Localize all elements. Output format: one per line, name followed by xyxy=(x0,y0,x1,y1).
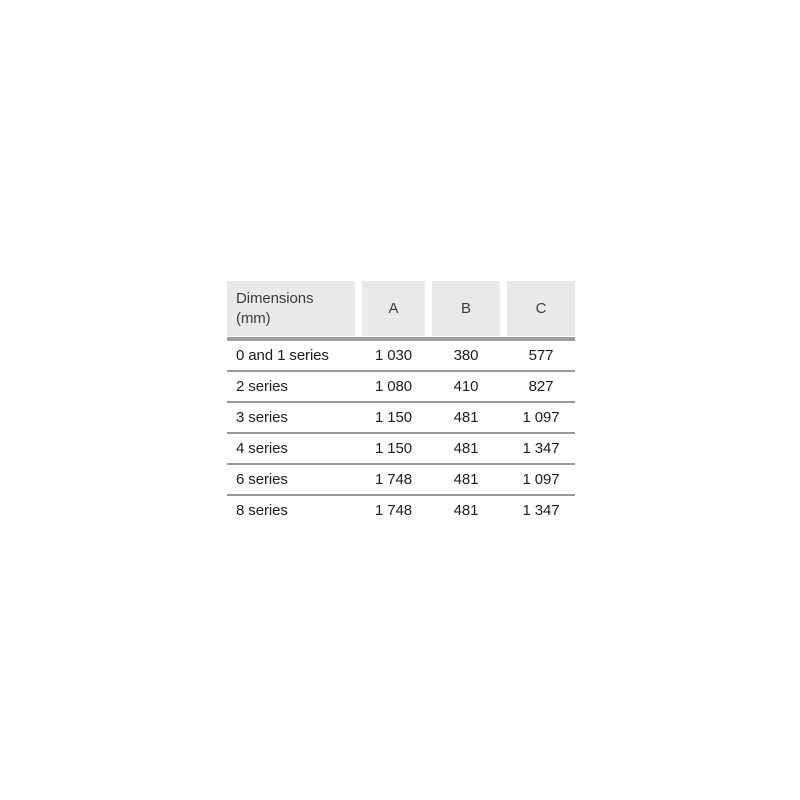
value-a: 1 748 xyxy=(374,502,413,519)
value-b: 410 xyxy=(453,378,479,395)
value-c: 1 347 xyxy=(522,440,560,457)
value-b: 481 xyxy=(453,471,479,488)
table-row: 6 series 1 748 481 1 097 xyxy=(227,465,575,496)
value-c: 1 097 xyxy=(522,409,560,426)
value-b: 481 xyxy=(453,409,479,426)
dimensions-table: Dimensions (mm) A B C 0 and 1 series 1 0… xyxy=(227,281,575,525)
table-row: 3 series 1 150 481 1 097 xyxy=(227,403,575,434)
value-c: 1 347 xyxy=(522,502,560,519)
value-b: 380 xyxy=(453,347,479,364)
table-row: 8 series 1 748 481 1 347 xyxy=(227,496,575,525)
row-label: 6 series xyxy=(236,471,288,488)
value-b: 481 xyxy=(453,440,479,457)
table-row: 4 series 1 150 481 1 347 xyxy=(227,434,575,465)
header-column-b: B xyxy=(432,281,500,336)
value-a: 1 030 xyxy=(374,347,413,364)
header-dimensions-label: Dimensions (mm) xyxy=(227,281,355,336)
value-a: 1 748 xyxy=(374,471,413,488)
header-divider xyxy=(227,337,575,341)
row-label: 2 series xyxy=(236,378,288,395)
row-label: 0 and 1 series xyxy=(236,347,329,364)
value-a: 1 080 xyxy=(374,378,413,395)
value-c: 827 xyxy=(528,378,554,395)
value-c: 577 xyxy=(528,347,554,364)
table-row: 0 and 1 series 1 030 380 577 xyxy=(227,341,575,372)
value-c: 1 097 xyxy=(522,471,560,488)
value-b: 481 xyxy=(453,502,479,519)
row-label: 4 series xyxy=(236,440,288,457)
value-a: 1 150 xyxy=(374,440,413,457)
table-row: 2 series 1 080 410 827 xyxy=(227,372,575,403)
row-label: 8 series xyxy=(236,502,288,519)
value-a: 1 150 xyxy=(374,409,413,426)
row-label: 3 series xyxy=(236,409,288,426)
header-column-c: C xyxy=(507,281,575,336)
table-header-row: Dimensions (mm) A B C xyxy=(227,281,575,336)
header-column-a: A xyxy=(362,281,425,336)
